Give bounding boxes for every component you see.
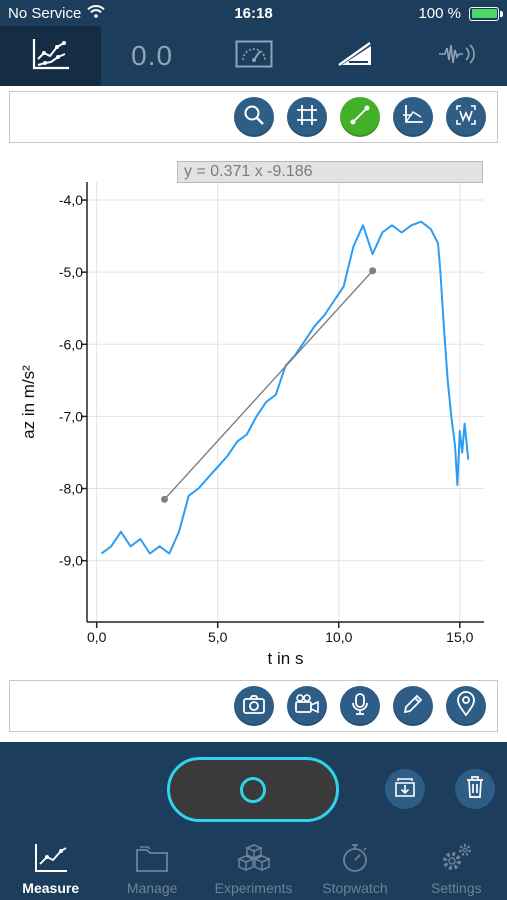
tab-label-experiments: Experiments [214,880,293,896]
acceleration-chart[interactable]: 0,0 5,0 10,0 15,0 -4,0 -5,0 -6,0 -7,0 -8,0 -9,0 t… [0,150,507,670]
audio-wave-icon [437,42,476,71]
trash-icon [465,775,485,804]
tab-label-stopwatch: Stopwatch [322,880,388,896]
x-tick-label-2: 10,0 [325,629,352,645]
tab-experiments[interactable]: Experiments [203,840,304,900]
graph-toolbar [9,91,498,143]
axes-icon [401,103,425,132]
axes-button[interactable] [393,97,433,137]
tab-audio[interactable] [406,26,507,86]
y-tick-label-4: -8,0 [59,481,83,497]
pencil-icon [401,692,425,721]
delete-button[interactable] [455,769,495,809]
tab-settings[interactable]: Settings [406,840,507,900]
folder-icon [134,844,170,880]
x-tick-label-3: 15,0 [446,629,473,645]
fit-end-point[interactable] [369,267,377,275]
tab-slope[interactable] [304,26,405,86]
tab-graph[interactable] [0,26,102,86]
x-axis-label: t in s [268,649,304,668]
camera-icon [242,693,266,720]
record-icon [240,776,266,803]
video-camera-icon [294,693,320,720]
carrier-label: No Service [8,5,82,22]
stopwatch-icon [339,842,371,880]
microphone-button[interactable] [340,686,380,726]
cubes-icon [234,844,274,880]
status-time: 16:18 [234,5,273,22]
export-icon [393,776,417,803]
tab-manage[interactable]: Manage [101,840,202,900]
location-button[interactable] [446,686,486,726]
tab-stopwatch[interactable]: Stopwatch [304,840,405,900]
chart-axes [86,182,484,623]
export-button[interactable] [385,769,425,809]
slope-icon [337,40,373,73]
x-tick-label-0: 0,0 [87,629,107,645]
view-tab-bar: 0.0 [0,26,507,86]
camera-button[interactable] [234,686,274,726]
numeric-tab-label: 0.0 [131,40,174,71]
tab-numeric[interactable]: 0.0 [101,26,202,86]
fit-start-point[interactable] [160,495,168,503]
grid-button[interactable] [287,97,327,137]
gauge-icon [235,40,273,73]
fit-equation: y = 0.371 x -9.186 [177,161,483,183]
wifi-icon [87,5,106,22]
y-tick-label-2: -6,0 [59,336,83,352]
record-button[interactable] [167,757,339,822]
magnifier-icon [242,103,266,132]
fit-line [163,270,374,500]
tab-measure[interactable]: Measure [0,840,101,900]
tab-gauge[interactable] [203,26,304,86]
zoom-button[interactable] [234,97,274,137]
line-graph-icon [31,37,71,76]
battery-icon [469,6,503,21]
y-tick-label-0: -4,0 [59,192,83,208]
autoscale-button[interactable] [446,97,486,137]
tab-label-settings: Settings [431,880,482,896]
tab-label-manage: Manage [126,880,178,896]
linear-fit [160,267,377,503]
status-right: 100 % [418,5,503,22]
gears-icon [439,842,473,880]
notes-button[interactable] [393,686,433,726]
microphone-icon [349,692,371,721]
chart-grid [87,182,484,622]
video-button[interactable] [287,686,327,726]
series-line-az [100,220,470,555]
y-axis-label: az in m/s² [19,365,38,439]
grid-crop-icon [295,103,319,132]
autoscale-icon [454,103,478,132]
y-tick-label-1: -5,0 [59,264,83,280]
media-toolbar [9,680,498,732]
battery-percent: 100 % [418,5,461,22]
location-pin-icon [455,690,477,722]
measure-icon [33,842,69,880]
linear-fit-button[interactable] [340,97,380,137]
status-bar: No Service 16:18 100 % [0,0,507,26]
chart-ticks: 0,0 5,0 10,0 15,0 -4,0 -5,0 -6,0 -7,0 -8,0 -9,0 [59,192,474,645]
linear-fit-icon [348,103,372,132]
y-tick-label-3: -7,0 [59,408,83,424]
tab-label-measure: Measure [22,880,80,896]
status-left: No Service [8,5,106,22]
control-area: Measure Manage Experiments Stopwatch Set… [0,742,507,900]
main-tab-bar: Measure Manage Experiments Stopwatch Set… [0,840,507,900]
x-tick-label-1: 5,0 [208,629,228,645]
y-tick-label-5: -9,0 [59,553,83,569]
